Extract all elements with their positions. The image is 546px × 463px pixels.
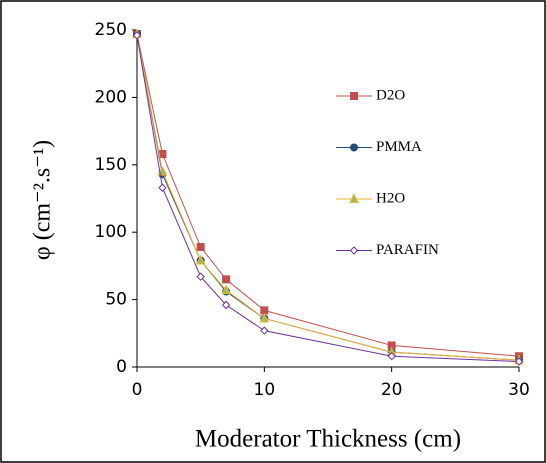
marker [222,275,231,284]
marker [196,243,205,252]
y-tick-label: 200 [95,87,127,107]
legend-marker [349,193,359,203]
legend-marker [350,92,358,100]
y-tick-label: 100 [95,222,127,242]
marker [221,300,231,310]
legend-label: PARAFIN [376,242,439,258]
y-tick-label: 0 [116,357,127,377]
marker [132,31,142,40]
marker [260,326,269,335]
marker [195,254,206,265]
legend-label: H2O [376,190,405,206]
legend-marker [350,143,358,152]
y-tick-label: 150 [95,155,127,175]
legend-label: PMMA [376,139,422,155]
x-tick-label: 0 [132,380,143,400]
x-tick-label: 10 [254,380,276,400]
legend-label: D2O [376,87,405,103]
marker [196,272,205,281]
marker [259,312,270,323]
marker [260,306,269,315]
marker [158,183,167,192]
legend-marker [349,246,359,255]
y-axis-label: φ (cm⁻².s⁻¹) [30,140,56,260]
x-tick-label: 20 [381,380,403,400]
x-tick-label: 30 [508,380,530,400]
y-tick-label: 250 [95,20,127,40]
marker [387,352,396,361]
marker [514,357,524,366]
x-axis-label: Moderator Thickness (cm) [195,426,461,453]
marker [221,284,231,295]
y-tick-label: 50 [105,290,127,310]
